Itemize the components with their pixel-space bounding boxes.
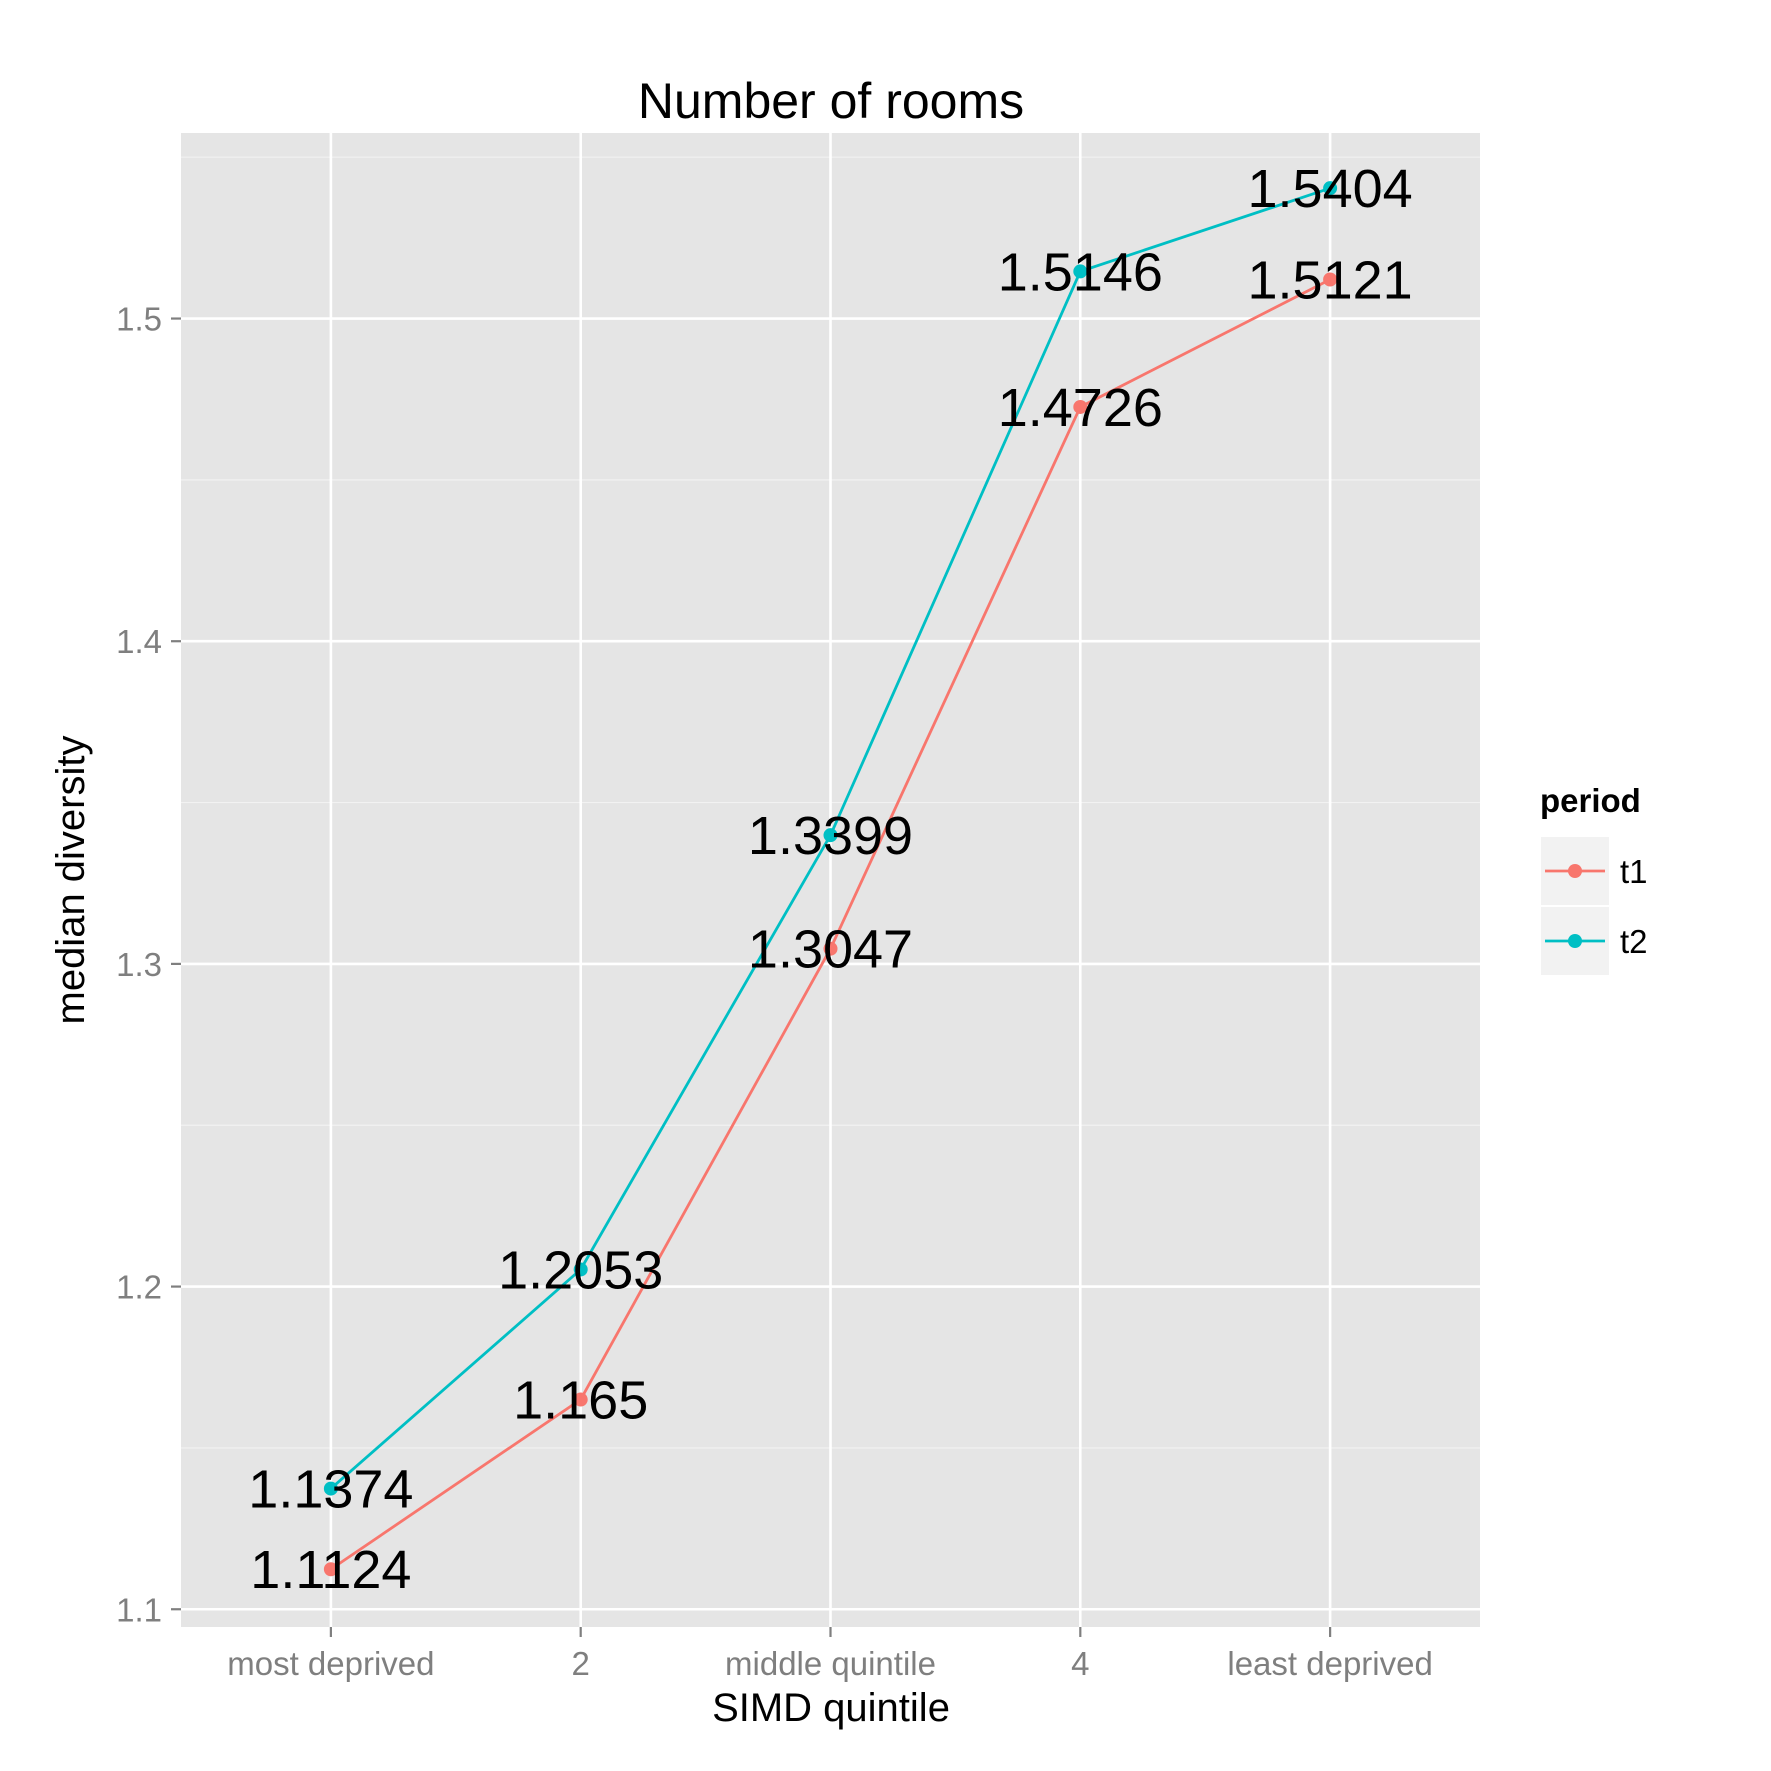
data-point-t1 [1323, 272, 1338, 287]
y-axis-title: median diversity [49, 735, 93, 1024]
y-tick-label: 1.4 [116, 623, 162, 660]
data-label-t1: 1.4726 [998, 378, 1163, 438]
legend-title: period [1540, 782, 1641, 819]
x-tick-label: 4 [1071, 1645, 1089, 1682]
data-label-t1: 1.5121 [1248, 250, 1413, 310]
series-layer [323, 181, 1338, 1577]
legend-point-t2 [1568, 934, 1582, 948]
data-point-t2 [1073, 264, 1088, 279]
legend: t1 t2 [1539, 835, 1648, 977]
data-point-t2 [573, 1262, 588, 1277]
data-point-t2 [823, 828, 838, 843]
data-point-t1 [573, 1392, 588, 1407]
x-axis-title: SIMD quintile [712, 1686, 950, 1730]
x-tick-label: least deprived [1227, 1645, 1432, 1682]
legend-label-t2: t2 [1620, 923, 1648, 960]
data-label-t1: 1.165 [513, 1371, 648, 1431]
data-point-t1 [823, 941, 838, 956]
y-tick-label: 1.3 [116, 946, 162, 983]
data-label-t2: 1.2053 [498, 1240, 663, 1300]
legend-point-t1 [1568, 864, 1582, 878]
axes: 1.1 1.2 1.3 1.4 1.5 most deprived 2 middle quin… [116, 301, 1433, 1682]
data-label-t2: 1.5404 [1248, 159, 1413, 219]
x-tick-label: middle quintile [725, 1645, 936, 1682]
plot-panel [181, 133, 1480, 1627]
data-label-t1: 1.3047 [748, 920, 913, 980]
x-tick-label: most deprived [227, 1645, 434, 1682]
chart-title: Number of rooms [638, 73, 1024, 129]
data-point-t2 [323, 1481, 338, 1496]
x-tick-label: 2 [572, 1645, 590, 1682]
data-point-t2 [1323, 181, 1338, 196]
y-tick-label: 1.2 [116, 1269, 162, 1306]
data-label-t2: 1.3399 [748, 806, 913, 866]
legend-label-t1: t1 [1620, 853, 1648, 890]
y-tick-label: 1.1 [116, 1591, 162, 1628]
data-point-t1 [1073, 399, 1088, 414]
data-labels: 1.1124 1.165 1.3047 1.4726 1.5121 1.1374 1.205… [248, 159, 1412, 1600]
data-point-t1 [323, 1562, 338, 1577]
data-label-t2: 1.5146 [998, 242, 1163, 302]
y-tick-label: 1.5 [116, 301, 162, 338]
data-label-t1: 1.1124 [250, 1540, 411, 1600]
data-label-t2: 1.1374 [248, 1460, 413, 1520]
